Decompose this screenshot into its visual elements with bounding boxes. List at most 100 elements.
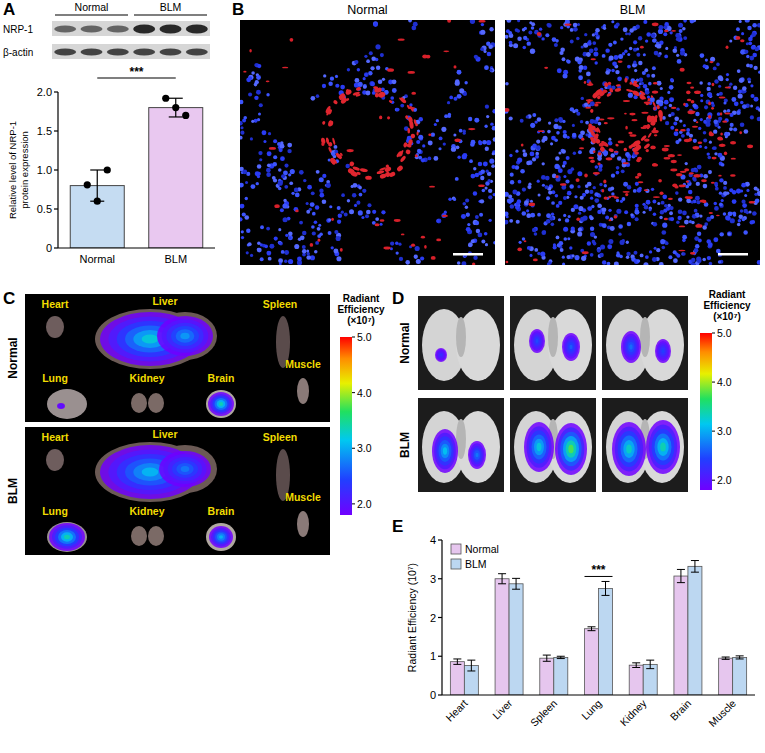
nucleus xyxy=(436,219,440,223)
nucleus xyxy=(731,97,736,102)
nucleus xyxy=(700,53,705,58)
nucleus xyxy=(381,210,385,214)
nucleus xyxy=(328,82,332,86)
nucleus xyxy=(288,173,291,176)
nucleus xyxy=(660,239,665,244)
stain xyxy=(350,171,358,178)
stain xyxy=(282,67,288,69)
nucleus xyxy=(347,199,350,202)
nucleus xyxy=(267,163,271,167)
nucleus xyxy=(605,48,609,52)
nucleus xyxy=(278,241,282,245)
nucleus xyxy=(686,215,689,218)
nucleus xyxy=(699,145,702,148)
stain xyxy=(647,98,651,102)
stain xyxy=(394,219,401,222)
stain xyxy=(712,83,715,86)
nucleus xyxy=(392,79,397,84)
nucleus xyxy=(732,190,736,194)
nucleus xyxy=(364,72,369,77)
nucleus xyxy=(532,113,536,117)
nucleus xyxy=(506,20,511,23)
nucleus xyxy=(569,246,572,249)
nucleus xyxy=(284,164,288,168)
stain xyxy=(590,58,595,60)
axis-title-line: Relative level of NRP-1 xyxy=(7,121,18,219)
signal xyxy=(652,429,675,465)
signal xyxy=(623,334,640,361)
stain xyxy=(731,158,736,160)
blot-band xyxy=(186,25,208,34)
nucleus xyxy=(548,190,552,194)
nucleus xyxy=(306,202,309,205)
nucleus xyxy=(622,239,625,242)
nucleus xyxy=(627,222,631,226)
nucleus xyxy=(258,151,262,155)
nucleus xyxy=(568,215,571,218)
stain xyxy=(668,154,675,157)
organ-image: HeartLiverSpleenLungKidneyBrainMuscle xyxy=(25,427,330,555)
stain xyxy=(632,90,640,97)
nucleus xyxy=(532,228,537,233)
lung-lobe xyxy=(640,411,684,483)
nucleus xyxy=(484,232,488,236)
nucleus xyxy=(727,232,731,236)
blot-band xyxy=(81,26,103,33)
nucleus xyxy=(709,141,712,144)
nucleus xyxy=(577,171,582,176)
nucleus xyxy=(470,174,475,179)
lung-hilum xyxy=(456,317,466,357)
stain xyxy=(274,204,280,208)
stain xyxy=(398,38,405,40)
nucleus xyxy=(643,262,648,265)
stain xyxy=(576,217,580,220)
nucleus xyxy=(509,154,512,157)
stain xyxy=(695,224,702,228)
nucleus xyxy=(580,120,583,123)
signal xyxy=(618,431,641,467)
nucleus xyxy=(453,198,456,201)
nucleus xyxy=(334,150,338,154)
nucleus xyxy=(263,140,266,143)
nucleus xyxy=(351,185,354,188)
nucleus xyxy=(558,218,561,221)
blot-band xyxy=(107,26,129,33)
nucleus xyxy=(455,81,460,86)
nucleus xyxy=(457,94,462,99)
stain xyxy=(664,157,671,160)
nucleus xyxy=(364,55,367,58)
nucleus xyxy=(683,20,687,23)
stain xyxy=(599,119,605,121)
nucleus xyxy=(625,152,630,157)
nucleus xyxy=(316,94,320,98)
stain xyxy=(594,133,600,138)
nucleus xyxy=(524,200,529,205)
nucleus xyxy=(737,69,741,73)
blot-strip xyxy=(52,21,210,36)
signal xyxy=(568,342,574,351)
nucleus xyxy=(740,209,743,212)
nucleus xyxy=(563,73,568,78)
nucleus xyxy=(365,214,369,218)
nucleus xyxy=(579,135,583,139)
colorbar-tick-label: 2.0 xyxy=(717,474,732,486)
stain xyxy=(650,117,655,120)
lung-image xyxy=(510,296,596,390)
nucleus xyxy=(703,131,707,135)
nucleus xyxy=(370,82,375,87)
stain xyxy=(328,147,333,154)
stain xyxy=(652,101,656,107)
panel-letter: B xyxy=(232,0,244,19)
nucleus xyxy=(616,199,619,202)
stain xyxy=(396,150,403,157)
row-label: Normal xyxy=(398,322,412,363)
nucleus xyxy=(333,249,338,254)
nucleus xyxy=(349,209,354,214)
nucleus xyxy=(569,184,574,189)
colorbar-title-line: Radiant xyxy=(709,289,746,300)
organ xyxy=(47,522,87,552)
signal xyxy=(527,426,552,468)
nucleus xyxy=(530,123,535,128)
nucleus xyxy=(441,127,446,132)
stain xyxy=(629,113,635,116)
